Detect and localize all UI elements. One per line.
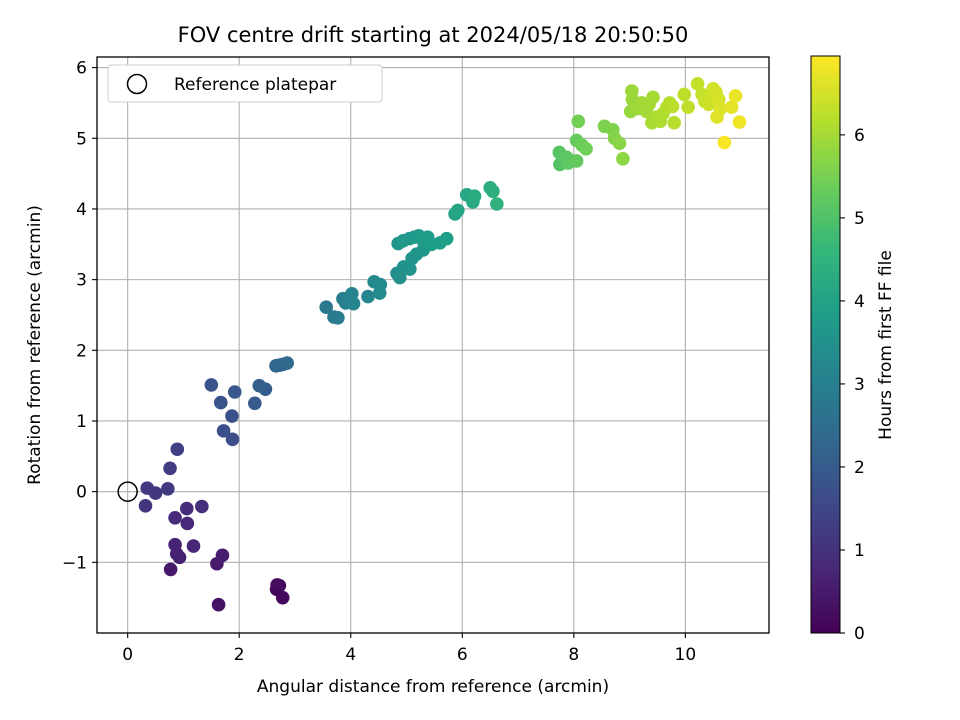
data-point [216,424,231,438]
data-point [186,539,201,553]
data-point [163,562,178,577]
data-point [180,516,195,531]
x-axis-ticks: 0 2 4 6 8 10 [122,633,696,665]
colorbar-tick-label: 2 [854,458,865,478]
data-point [486,184,500,199]
data-point [732,115,747,129]
colorbar: 0 1 2 3 4 5 6 Hours from first FF file [810,55,896,644]
data-point [681,100,695,114]
colorbar-tick-label: 1 [854,541,865,561]
chart-title: FOV centre drift starting at 2024/05/18 … [178,23,689,47]
data-point [225,432,240,447]
y-tick-label: 4 [76,200,87,220]
colorbar-tick-label: 3 [854,375,865,395]
colorbar-label: Hours from first FF file [876,250,896,440]
data-point [195,499,209,514]
colorbar-tick-label: 5 [854,209,865,229]
grid-lines [97,57,769,633]
data-point [214,395,228,410]
x-tick-label: 4 [345,645,356,665]
legend-box [107,64,383,103]
data-point [252,378,267,393]
data-point [361,289,375,304]
plot-area [96,56,770,634]
data-point [179,501,194,516]
x-tick-label: 6 [457,645,468,665]
data-point [724,100,739,114]
x-tick-label: 0 [122,645,133,665]
data-point [439,231,454,246]
y-axis-ticks: −1 0 1 2 3 4 5 6 [62,59,97,573]
legend-marker-icon [126,73,148,95]
data-point [728,89,743,103]
data-point [665,99,680,114]
reference-platepar-marker [117,481,138,502]
data-point [667,115,681,130]
data-point [227,385,242,399]
data-point [280,356,294,370]
data-point [579,142,593,156]
x-tick-label: 8 [568,645,579,665]
y-tick-label: 1 [76,412,87,432]
data-point [138,498,153,513]
data-point [215,548,230,563]
y-tick-label: 6 [76,59,87,79]
data-point [204,378,219,392]
data-point [373,277,388,292]
colorbar-tick-label: 4 [854,292,865,312]
data-point [331,310,345,325]
y-tick-label: 0 [76,483,87,503]
legend: Reference platepar [107,64,383,103]
data-point [612,136,627,151]
data-point [571,114,586,129]
y-tick-label: 2 [76,341,87,361]
data-point [225,409,239,423]
y-tick-label: 5 [76,129,87,149]
y-axis-label: Rotation from reference (arcmin) [25,205,45,485]
legend-entry-reference-platepar: Reference platepar [174,75,336,95]
data-point [346,296,361,311]
data-point [161,482,175,496]
x-axis-label: Angular distance from reference (arcmin) [257,677,609,697]
data-point [490,197,504,211]
data-point [393,270,407,285]
data-point [319,300,334,314]
data-point [275,590,290,605]
data-point [170,442,185,457]
data-point [163,461,177,476]
colorbar-tick-label: 6 [854,126,865,146]
x-tick-label: 10 [675,645,697,665]
data-point [646,90,660,105]
data-point [451,203,465,218]
data-point [140,481,154,495]
data-point [270,578,284,592]
data-point [467,189,482,204]
data-point [677,87,692,102]
data-point [717,135,732,150]
data-point [569,154,584,168]
data-points [138,77,747,612]
data-point [690,77,705,91]
data-point [248,396,262,411]
plot-frame [96,56,770,634]
data-point [710,110,724,124]
data-point [168,511,182,525]
colorbar-gradient [810,55,841,634]
data-point [403,262,417,276]
colorbar-tick-label: 0 [854,624,865,644]
data-point [625,84,639,98]
data-point [616,151,630,166]
x-tick-label: 2 [234,645,245,665]
y-tick-label: −1 [62,553,87,573]
data-point [168,537,182,552]
colorbar-ticks: 0 1 2 3 4 5 6 [840,126,865,644]
y-tick-label: 3 [76,271,87,291]
data-point [211,597,226,612]
